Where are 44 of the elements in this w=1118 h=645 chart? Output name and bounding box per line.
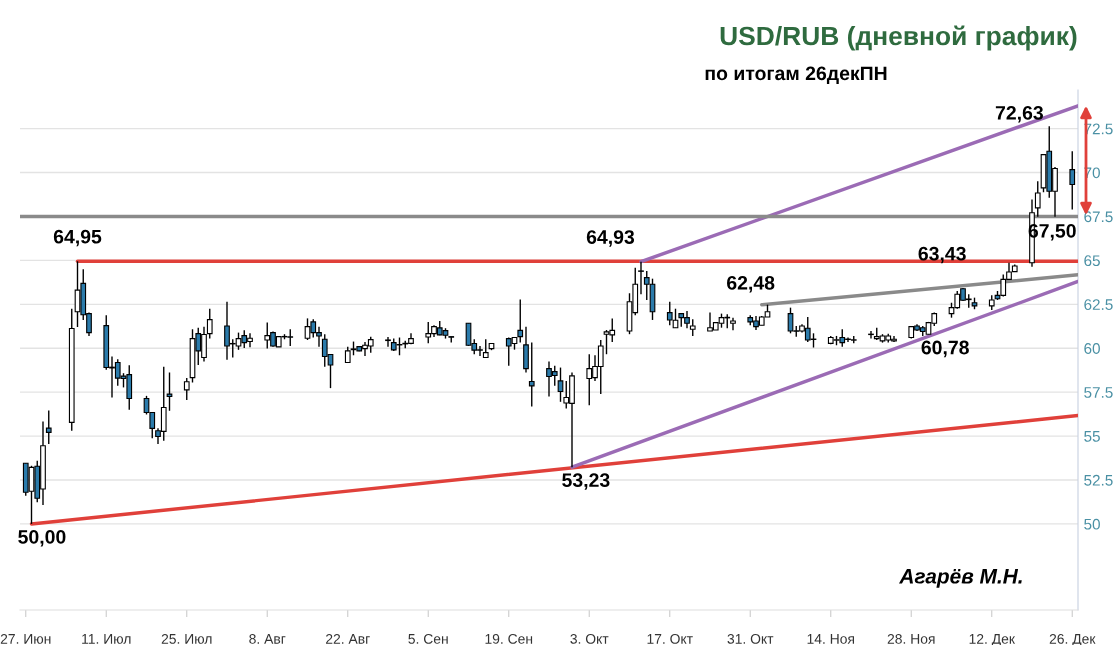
chart-subtitle: по итогам 26декПН [705, 66, 887, 84]
x-tick-label: 27. Июн [0, 633, 51, 644]
annotation: 50,00 [18, 529, 66, 547]
y-tick-label: 57.5 [1084, 387, 1113, 398]
candlestick [166, 371, 173, 412]
candlestick [183, 377, 190, 401]
x-tick-label: 28. Ноя [887, 633, 935, 644]
annotation: Агарёв М.Н. [898, 568, 1022, 588]
y-tick-label: 50 [1084, 518, 1100, 530]
y-tick-label: 52.5 [1084, 474, 1113, 486]
x-tick-label: 5. Сен [408, 633, 448, 644]
annotation: 60,78 [921, 340, 969, 358]
annotation: 63,43 [918, 246, 966, 264]
y-tick-label: 60 [1084, 343, 1100, 354]
annotation: 64,93 [586, 230, 635, 247]
x-tick-label: 19. Сен [485, 633, 533, 644]
annotation: 62,48 [727, 275, 775, 293]
annotation: 72,63 [995, 105, 1043, 123]
x-tick-label: 11. Июл [82, 634, 131, 644]
candlestick [638, 260, 644, 296]
x-tick-label: 8. Авг [249, 633, 286, 644]
y-tick-label: 62.5 [1084, 299, 1113, 311]
x-tick-label: 31. Окт [727, 633, 774, 644]
candlestick [385, 336, 391, 348]
x-tick-label: 17. Окт [647, 633, 693, 644]
candlestick [1034, 180, 1041, 218]
candlestick [557, 366, 564, 403]
x-tick-label: 22. Авг [326, 633, 370, 644]
candlestick [1069, 150, 1076, 211]
candlestick [528, 341, 535, 408]
candlestick [206, 308, 213, 340]
candlestick [517, 298, 524, 344]
candlestick [523, 325, 529, 374]
chart-title: USD/RUB (дневной график) [720, 25, 1077, 51]
candlestick [482, 338, 489, 359]
candlestick [45, 409, 52, 445]
x-tick-label: 14. Ноя [807, 634, 855, 644]
x-tick-label: 25. Июл [161, 633, 212, 644]
annotation: 64,95 [53, 229, 102, 247]
x-tick-label: 3. Окт [570, 633, 609, 644]
y-tick-label: 65 [1084, 255, 1100, 267]
y-tick-label: 67.5 [1084, 211, 1113, 223]
annotation: 53,23 [562, 473, 610, 490]
y-tick-label: 55 [1084, 431, 1100, 442]
